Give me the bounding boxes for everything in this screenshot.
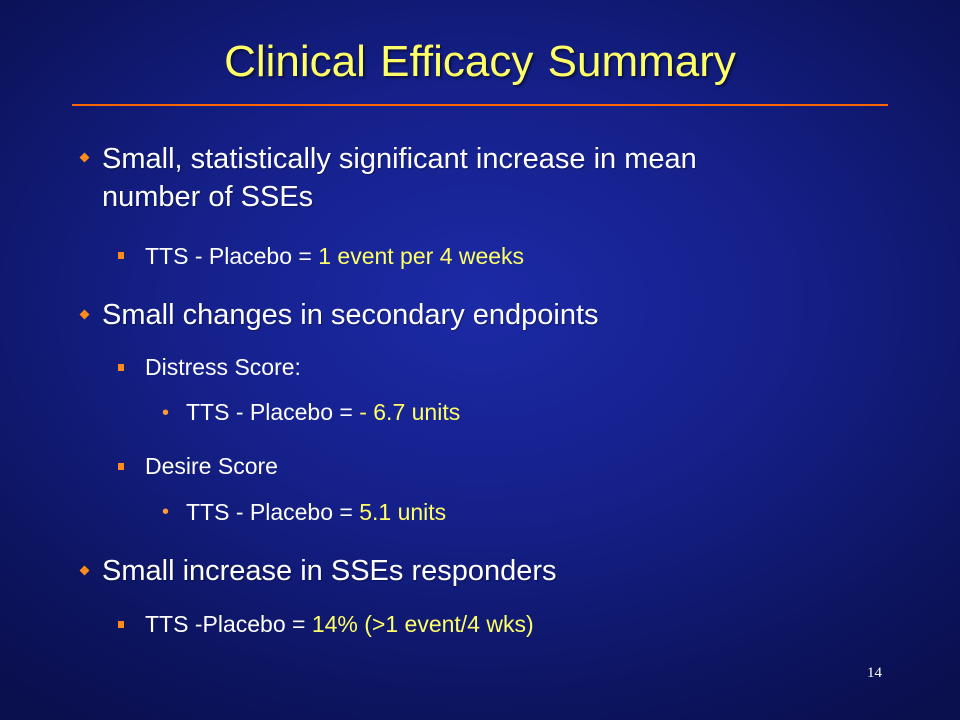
sub-bullet-label: Desire Score [145, 453, 278, 479]
sub-sub-bullet-label: TTS - Placebo = [186, 399, 360, 425]
sub-bullet-label: TTS -Placebo = [145, 611, 312, 637]
bullet-responders: Small increase in SSEs responders [102, 552, 557, 590]
sub-bullet-tts-placebo-responders: TTS -Placebo = 14% (>1 event/4 wks) [145, 609, 534, 639]
sub-bullet-value: 1 event per 4 weeks [318, 243, 525, 269]
sub-bullet-desire-score: Desire Score [145, 451, 278, 481]
diamond-bullet-icon [79, 565, 90, 576]
slide-title: Clinical Efficacy Summary [224, 37, 736, 86]
square-bullet-icon [118, 364, 124, 371]
sub-sub-bullet-desire-diff: TTS - Placebo = 5.1 units [186, 497, 446, 527]
diamond-bullet-icon [79, 152, 90, 163]
sub-sub-bullet-distress-diff: TTS - Placebo = - 6.7 units [186, 397, 460, 427]
square-bullet-icon [118, 621, 124, 628]
dot-bullet-icon: • [162, 402, 170, 424]
sub-bullet-tts-placebo-events: TTS - Placebo = 1 event per 4 weeks [145, 241, 524, 271]
sub-sub-bullet-label: TTS - Placebo = [186, 499, 360, 525]
square-bullet-icon [118, 252, 124, 259]
bullet-text-line1: Small, statistically significant increas… [102, 143, 697, 175]
bullet-secondary-endpoints: Small changes in secondary endpoints [102, 296, 599, 334]
sub-sub-bullet-value: 5.1 units [359, 499, 447, 525]
bullet-text-line2: number of SSEs [102, 181, 314, 213]
sub-bullet-label: TTS - Placebo = [145, 243, 319, 269]
dot-bullet-icon: • [162, 501, 170, 523]
sub-bullet-distress-score: Distress Score: [145, 352, 301, 382]
sub-bullet-value: 14% (>1 event/4 wks) [311, 611, 534, 637]
bullet-text: Small changes in secondary endpoints [102, 299, 599, 331]
diamond-bullet-icon [79, 309, 90, 320]
title-underline [72, 104, 888, 106]
sub-bullet-label: Distress Score: [145, 354, 301, 380]
page-number: 14 [867, 665, 882, 681]
square-bullet-icon [118, 463, 124, 470]
bullet-significant-increase: Small, statistically significant increas… [102, 140, 892, 216]
bullet-text: Small increase in SSEs responders [102, 555, 557, 587]
sub-sub-bullet-value: - 6.7 units [359, 399, 461, 425]
